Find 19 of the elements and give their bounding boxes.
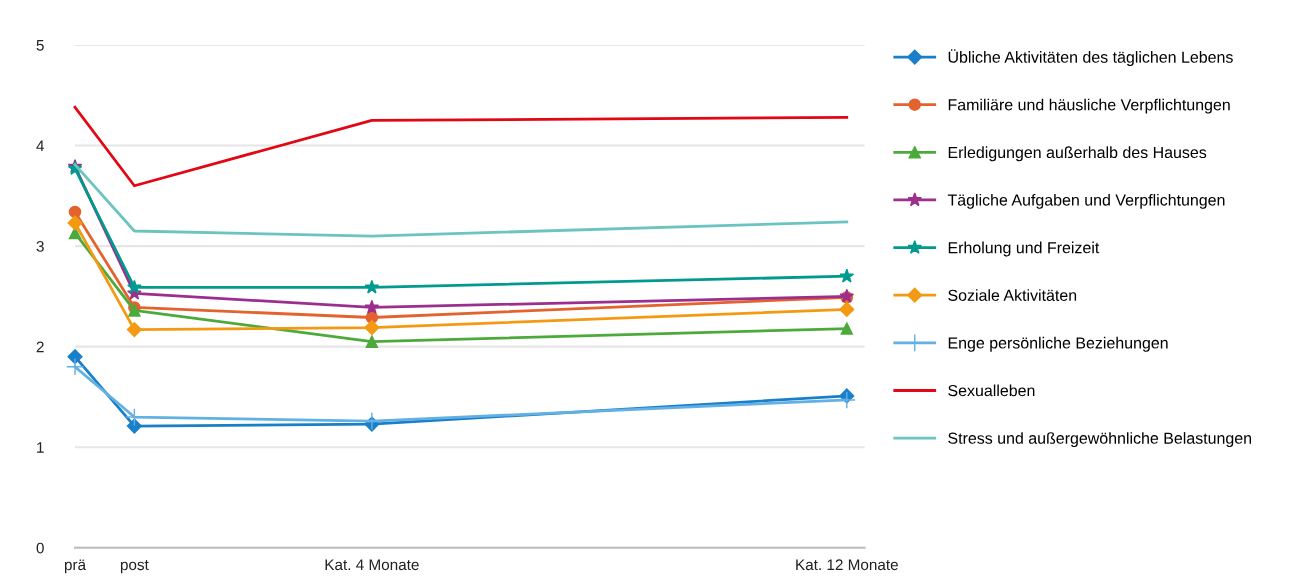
y-tick-label: 1 (37, 442, 44, 453)
x-tick-label: Kat. 4 Monate (325, 559, 419, 571)
legend-label: Sexualleben (948, 384, 1035, 397)
legend-label: Enge persönliche Beziehungen (948, 336, 1168, 352)
legend-label: Tägliche Aufgaben und Verpflichtungen (947, 193, 1225, 209)
y-tick-label: 4 (36, 140, 45, 152)
legend-label: Erholung und Freizeit (948, 241, 1100, 257)
x-tick-label: post (120, 560, 149, 574)
y-tick-label: 0 (36, 542, 44, 554)
y-tick-label: 5 (36, 39, 44, 51)
legend-label: Soziale Aktivitäten (948, 289, 1077, 301)
x-tick-label: Kat. 12 Monate (796, 559, 898, 571)
legend-label: Stress und außergewöhnliche Belastungen (948, 432, 1252, 448)
legend-label: Erledigungen außerhalb des Hauses (948, 146, 1207, 162)
y-tick-label: 3 (36, 240, 44, 252)
legend-label: Übliche Aktivitäten des täglichen Lebens (948, 49, 1233, 66)
x-tick-label: prä (64, 559, 87, 574)
legend-label: Familiäre und häusliche Verpflichtungen (948, 98, 1230, 114)
y-tick-label: 2 (36, 341, 44, 353)
